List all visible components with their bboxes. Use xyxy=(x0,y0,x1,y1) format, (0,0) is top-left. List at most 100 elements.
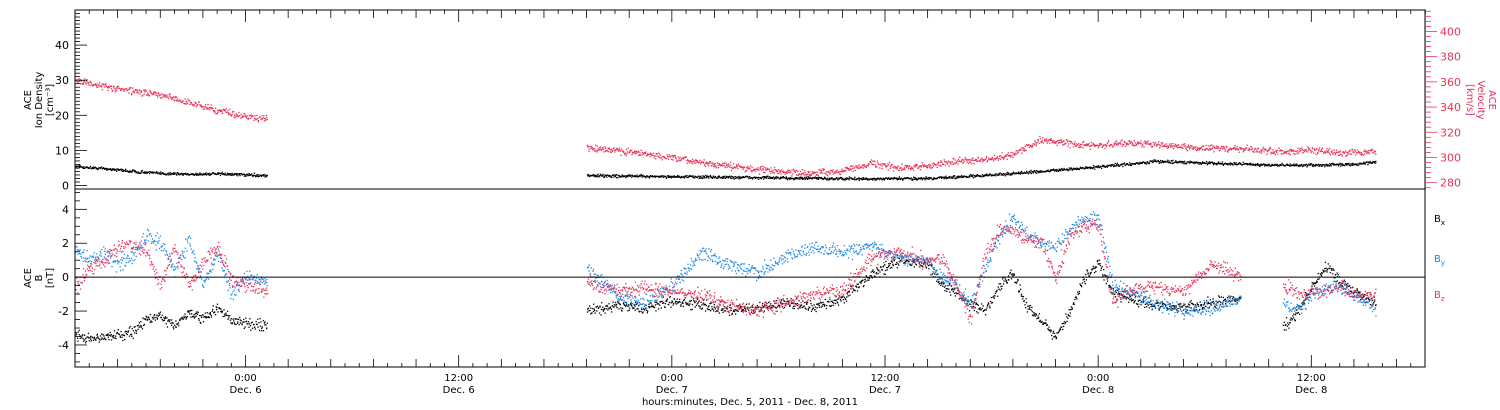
data-point xyxy=(230,318,233,320)
data-point xyxy=(928,166,931,168)
data-point xyxy=(909,165,911,167)
data-point xyxy=(171,319,173,321)
data-point xyxy=(775,169,777,171)
data-point xyxy=(1039,135,1041,138)
data-point xyxy=(1161,160,1163,162)
data-point xyxy=(125,170,127,172)
data-point xyxy=(631,151,634,153)
data-point xyxy=(1075,145,1077,147)
data-point xyxy=(210,104,212,106)
data-point xyxy=(1223,147,1225,149)
data-point xyxy=(1025,307,1027,309)
data-point xyxy=(964,156,966,159)
data-point xyxy=(740,305,742,308)
data-point xyxy=(938,177,941,179)
data-point xyxy=(205,316,207,318)
data-point xyxy=(961,160,963,162)
data-point xyxy=(1189,146,1191,149)
data-point xyxy=(802,306,804,308)
data-point xyxy=(773,167,776,169)
data-point xyxy=(1116,162,1118,164)
data-point xyxy=(724,167,726,169)
data-point xyxy=(1314,149,1316,151)
data-point xyxy=(261,327,263,329)
data-point xyxy=(764,177,766,179)
data-point xyxy=(714,308,717,310)
data-point xyxy=(1244,149,1246,151)
data-point xyxy=(847,295,849,297)
data-point xyxy=(925,267,928,269)
data-point xyxy=(166,326,169,328)
data-point xyxy=(593,175,595,178)
data-point xyxy=(781,306,783,308)
data-point xyxy=(97,168,99,171)
data-point xyxy=(161,314,163,317)
data-point xyxy=(1350,153,1353,155)
data-point xyxy=(655,176,657,178)
data-point xyxy=(1166,145,1168,147)
data-point xyxy=(96,334,98,336)
data-point xyxy=(799,170,802,173)
data-point xyxy=(1117,164,1119,166)
data-point xyxy=(209,172,211,175)
data-point xyxy=(1140,140,1142,142)
data-point xyxy=(1058,142,1060,144)
data-point xyxy=(132,87,134,89)
data-point xyxy=(1092,142,1094,145)
data-point xyxy=(729,304,731,306)
data-point xyxy=(127,331,129,333)
data-point xyxy=(938,164,940,167)
data-point xyxy=(604,312,606,314)
data-point xyxy=(89,80,91,82)
data-point xyxy=(619,150,621,152)
data-point xyxy=(143,93,145,95)
data-point xyxy=(658,303,660,305)
data-point xyxy=(808,171,810,174)
data-point xyxy=(221,111,223,113)
data-point xyxy=(1299,164,1301,166)
data-point xyxy=(1098,167,1100,169)
data-point xyxy=(1196,149,1198,152)
data-point xyxy=(1320,165,1322,167)
data-point xyxy=(670,155,672,157)
data-point xyxy=(245,321,247,323)
data-point xyxy=(960,176,962,178)
data-point xyxy=(1005,279,1007,281)
data-point xyxy=(976,174,978,176)
data-point xyxy=(976,160,978,162)
data-point xyxy=(1204,148,1207,150)
data-point xyxy=(1371,148,1374,151)
data-point xyxy=(693,299,695,302)
data-point xyxy=(898,169,900,171)
data-point xyxy=(91,167,93,170)
data-point xyxy=(97,337,99,339)
data-point xyxy=(669,156,671,158)
data-point xyxy=(851,177,853,180)
data-point xyxy=(103,83,105,86)
data-point xyxy=(1054,141,1056,143)
data-point xyxy=(144,91,146,93)
data-point xyxy=(905,164,907,167)
data-point xyxy=(100,338,103,340)
data-point xyxy=(113,85,115,87)
data-point xyxy=(862,165,864,167)
data-point xyxy=(674,155,677,157)
data-point xyxy=(884,164,886,166)
data-point xyxy=(942,163,944,165)
data-point xyxy=(1043,171,1045,173)
data-point xyxy=(885,260,887,263)
data-point xyxy=(1079,145,1081,147)
data-point xyxy=(95,167,97,169)
data-point xyxy=(994,173,996,175)
data-point xyxy=(809,177,812,179)
data-point xyxy=(714,162,717,165)
data-point xyxy=(112,89,114,92)
data-point xyxy=(165,94,167,96)
data-point xyxy=(698,175,700,177)
data-point xyxy=(1191,147,1193,149)
data-point xyxy=(649,152,652,154)
data-point xyxy=(261,326,263,328)
data-point xyxy=(930,167,932,169)
data-point xyxy=(196,311,198,313)
